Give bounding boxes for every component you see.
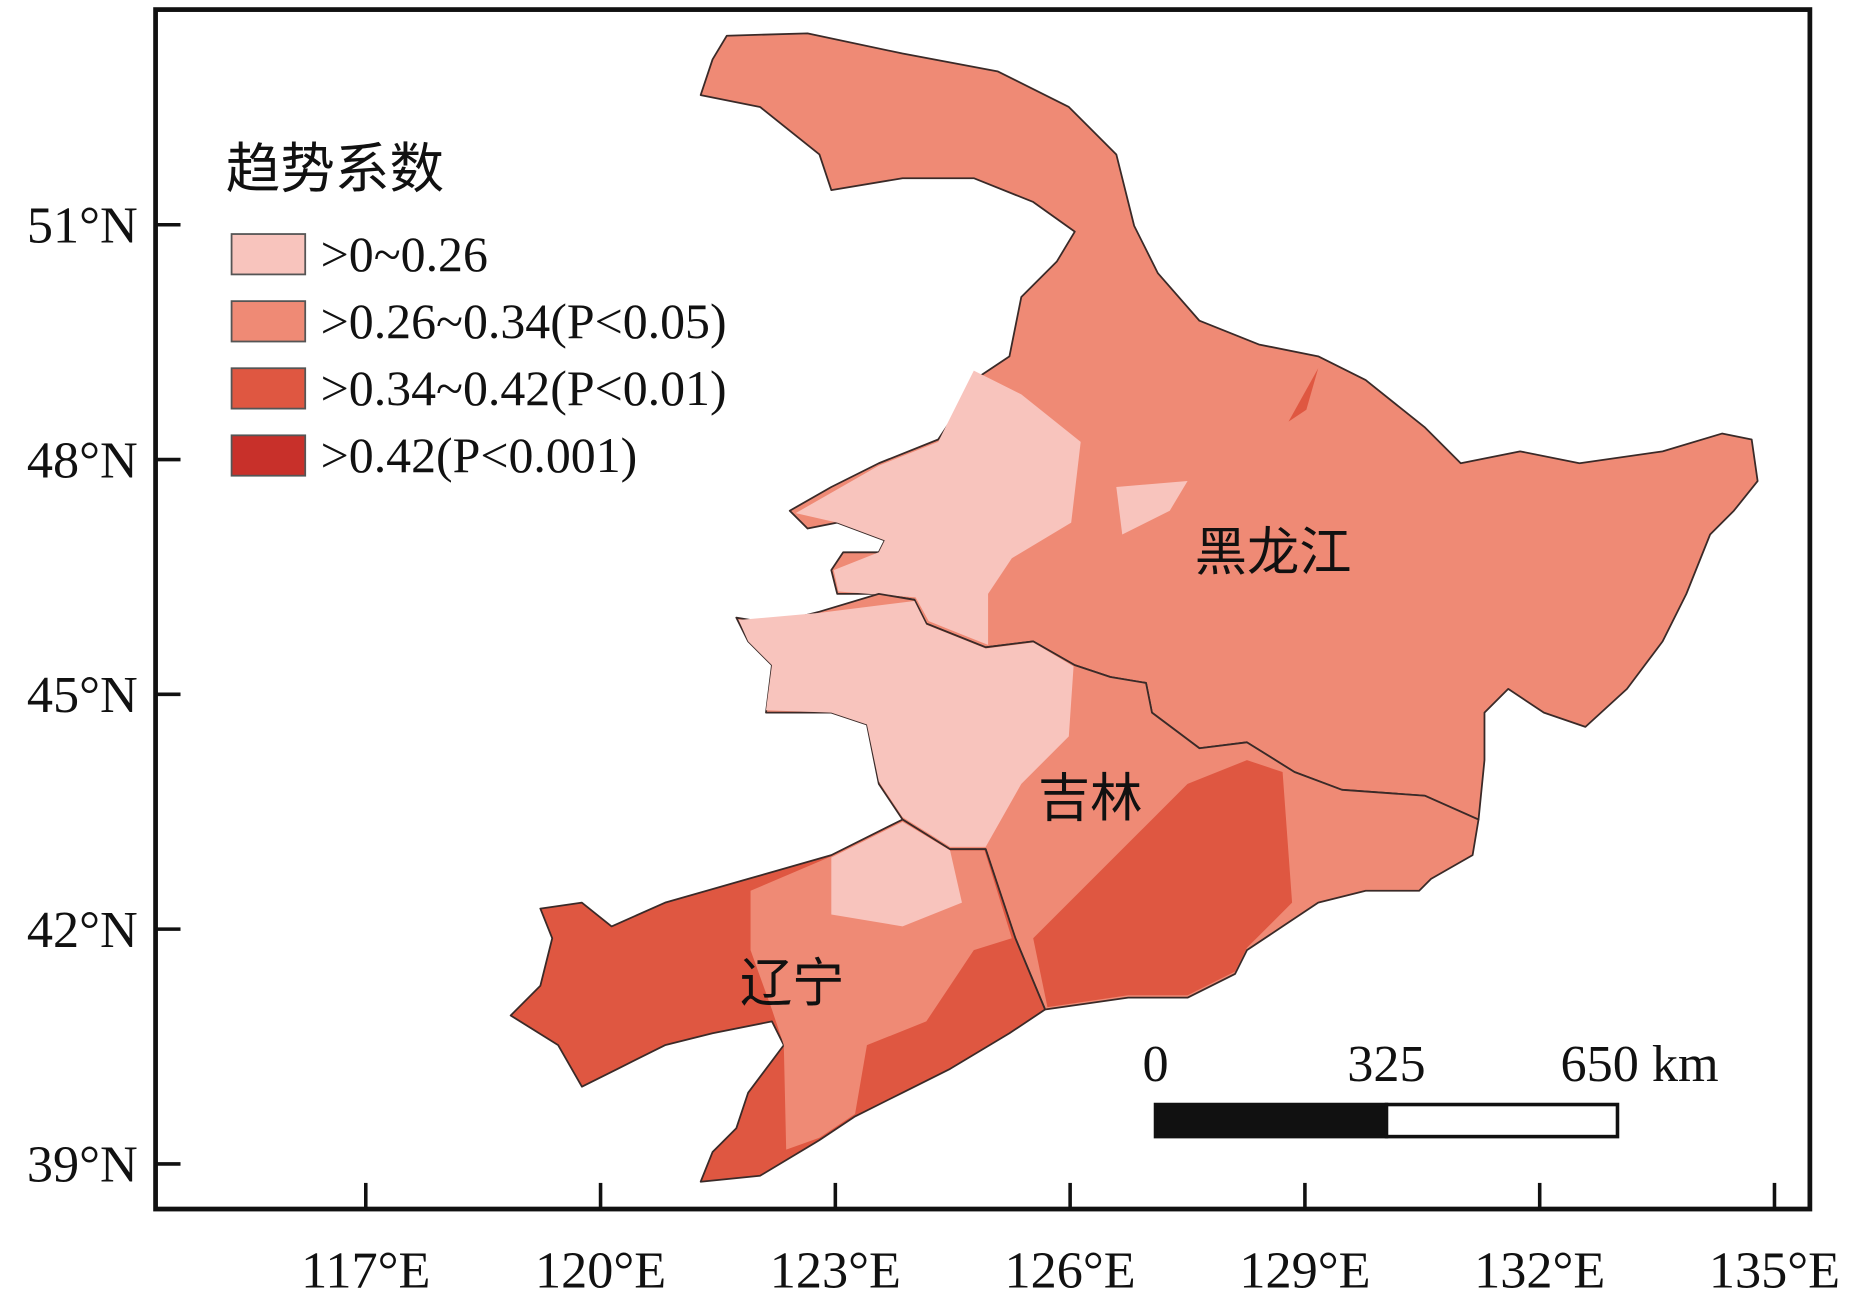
y-tick-label: 39°N [27,1136,138,1194]
scale-segment [1384,1102,1620,1139]
x-tick-label: 132°E [1474,1241,1605,1297]
legend-swatch [230,233,307,276]
zone [738,600,1074,847]
province-label: 吉林 [1038,770,1143,828]
scale-label: 325 [1347,1035,1425,1093]
provinces [509,32,1759,1183]
zone [1033,760,1293,1008]
x-tick-label: 129°E [1239,1241,1370,1297]
y-tick-label: 51°N [27,197,138,255]
legend: >0~0.26 >0.26~0.34(P<0.05) >0.34~0.42(P<0.… [230,227,727,483]
legend-label: >0.26~0.34(P<0.05) [321,294,727,349]
province-label: 辽宁 [740,955,845,1013]
x-tick-label: 120°E [535,1241,666,1297]
legend-swatch [230,367,307,410]
zone [1116,481,1188,535]
scale-label: 650 km [1560,1035,1718,1093]
zone [795,370,1081,645]
province-label: 黑龙江 [1195,524,1352,582]
y-tick-label: 48°N [27,431,138,489]
scale-label: 0 [1142,1035,1168,1093]
scale-segment [1153,1102,1389,1139]
legend-label: >0.42(P<0.001) [321,428,638,483]
axes: 117°E 120°E 123°E 126°E 129°E 132°E 135°E 39°N 4… [27,197,1840,1297]
legend-title: 趋势系数 [226,139,444,200]
x-tick-label: 117°E [301,1241,430,1297]
y-tick-label: 45°N [27,666,138,724]
legend-swatch [230,300,307,343]
legend-label: >0~0.26 [321,227,488,282]
x-tick-label: 123°E [770,1241,901,1297]
legend-label: >0.34~0.42(P<0.01) [321,361,727,416]
x-tick-label: 126°E [1005,1241,1136,1297]
scale-bar: 0 325 650 km [1142,1035,1719,1139]
zone [831,821,962,927]
x-tick-label: 135°E [1709,1241,1840,1297]
legend-swatch [230,434,307,477]
y-tick-label: 42°N [27,901,138,959]
